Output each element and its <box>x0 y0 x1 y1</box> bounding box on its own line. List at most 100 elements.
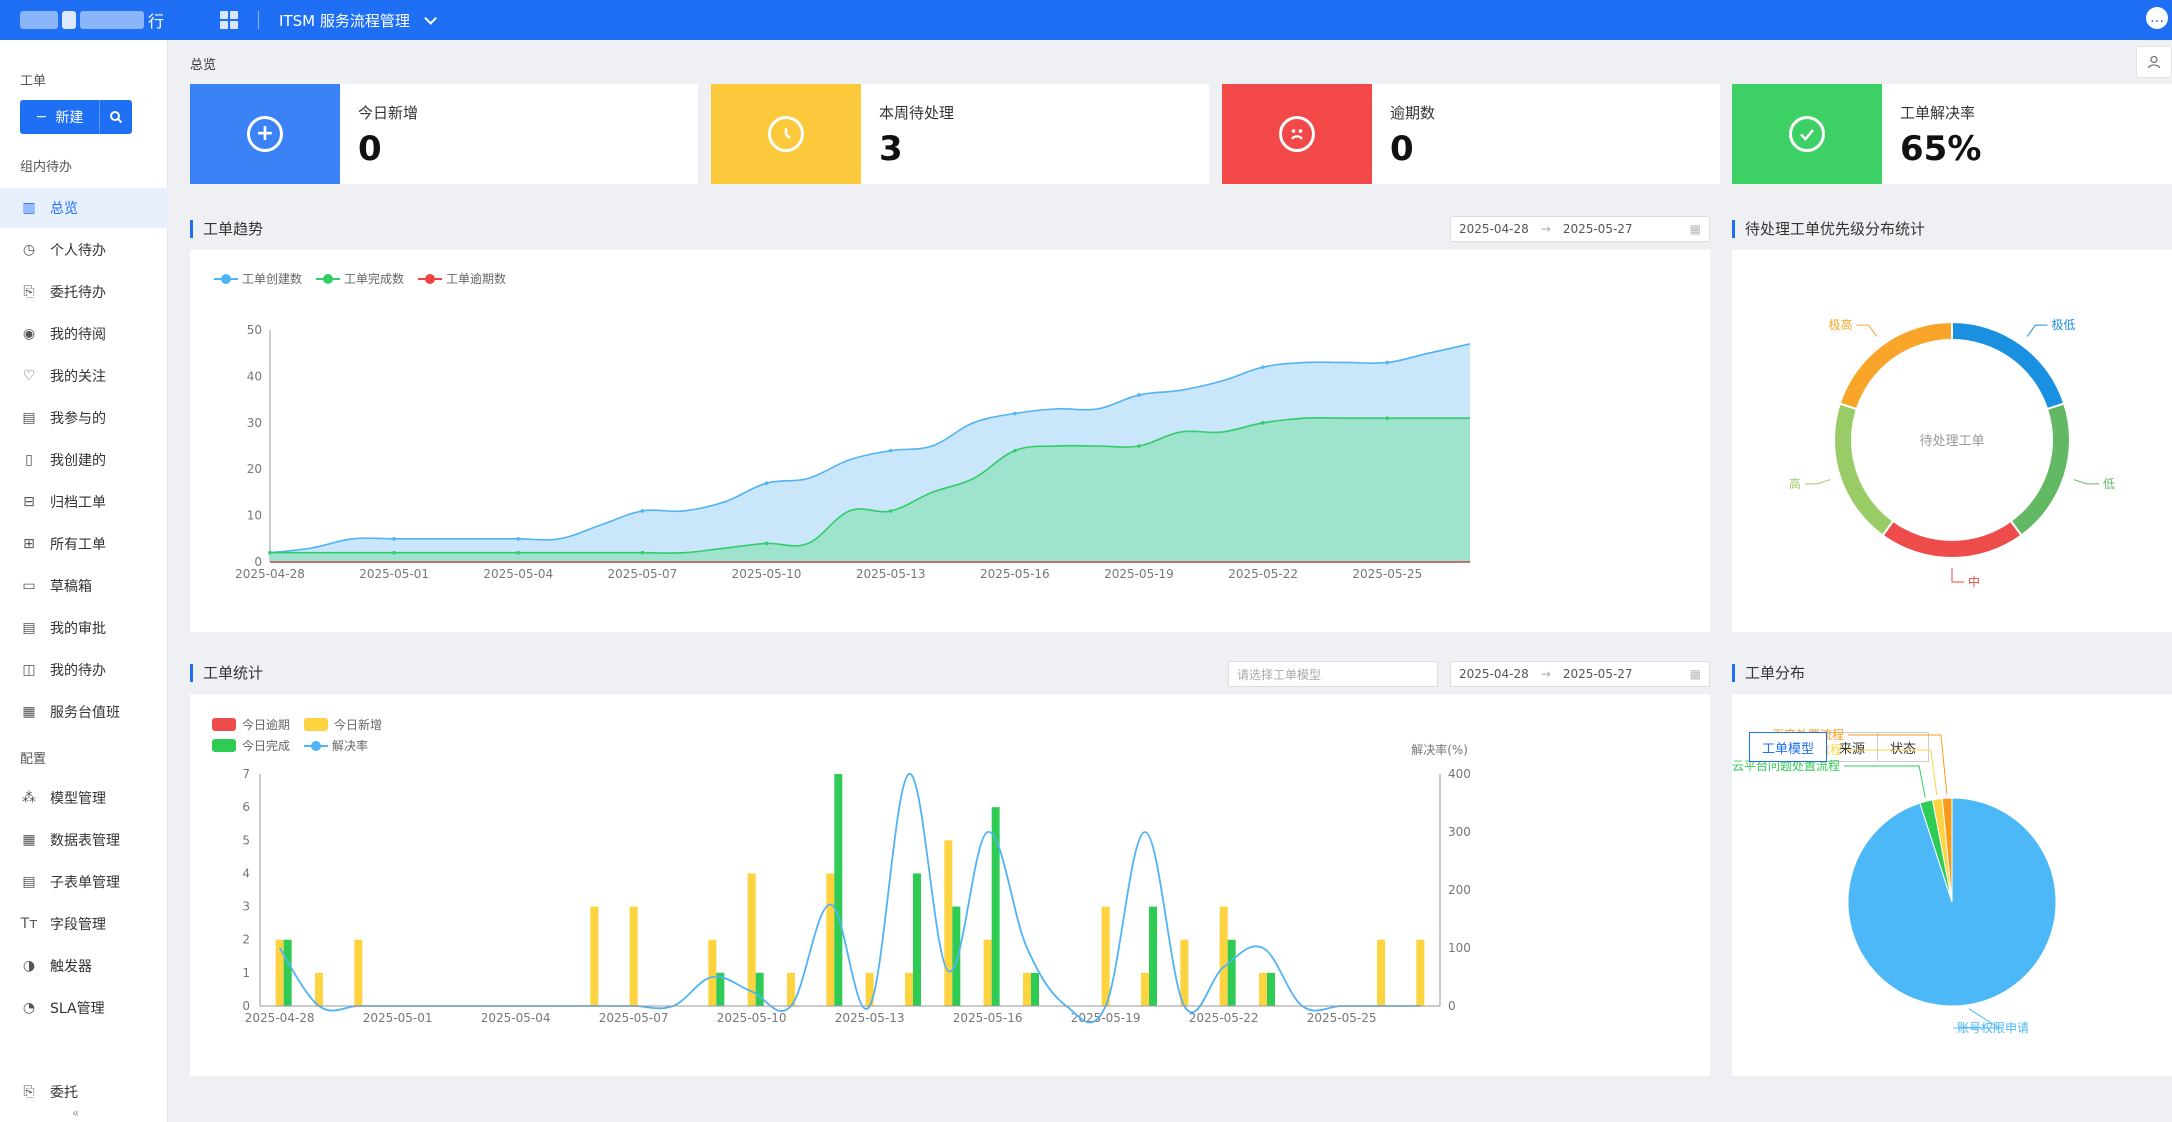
sidebar-item-approvals[interactable]: ▤ 我的审批 <box>0 608 168 648</box>
sidebar-item-personal-todo[interactable]: ◷ 个人待办 <box>0 230 168 270</box>
logo-text: 行 <box>148 12 165 31</box>
sidebar-item-model-management[interactable]: ⁂ 模型管理 <box>0 778 168 818</box>
y-tick-label: 20 <box>247 462 262 476</box>
tab-status[interactable]: 状态 <box>1877 732 1930 762</box>
legend-item[interactable]: 今日完成 <box>212 737 290 754</box>
sidebar-item-my-todo[interactable]: ◫ 我的待办 <box>0 650 168 690</box>
chevron-down-icon[interactable] <box>424 11 437 25</box>
y-tick-label: 2 <box>242 933 250 947</box>
trend-date-range[interactable]: 2025-04-28 → 2025-05-27 ▦ <box>1450 216 1710 242</box>
trend-legend: 工单创建数 工单完成数 工单逾期数 <box>214 270 520 287</box>
stat-tile <box>1222 84 1372 184</box>
slice-label: 低 <box>2103 477 2115 491</box>
slice-label: 极低 <box>2051 318 2075 332</box>
stats-date-range[interactable]: 2025-04-28 → 2025-05-27 ▦ <box>1450 661 1710 687</box>
legend-label: 今日新增 <box>334 718 383 732</box>
sidebar-item-delegated-todo[interactable]: ⎘ 委托待办 <box>0 272 168 312</box>
bar-completed <box>1031 972 1039 1006</box>
resolution-rate-line <box>278 773 1421 1024</box>
search-icon[interactable] <box>100 100 132 134</box>
legend-item[interactable]: 解决率 <box>304 737 368 754</box>
divider <box>258 11 259 29</box>
bar-new <box>983 939 992 1006</box>
doc-bookmark-icon: ▯ <box>25 452 33 468</box>
sidebar-item-overview[interactable]: ▥ 总览 <box>0 188 168 228</box>
gauge-icon: ◔ <box>22 1000 36 1016</box>
org-logo[interactable]: 行 <box>20 8 178 32</box>
bar-completed <box>913 873 921 1006</box>
legend-item[interactable]: 今日逾期 <box>212 716 290 733</box>
sidebar-item-participated[interactable]: ▤ 我参与的 <box>0 398 168 438</box>
data-point <box>1261 421 1265 425</box>
stat-card-today-new[interactable]: + 今日新增 0 <box>190 84 698 184</box>
sidebar-item-datatable-management[interactable]: ▦ 数据表管理 <box>0 820 168 860</box>
bar-new <box>1219 906 1228 1006</box>
sidebar-item-label: 我的待阅 <box>50 327 106 343</box>
y2-tick-label: 200 <box>1448 883 1471 897</box>
sidebar-item-drafts[interactable]: ▭ 草稿箱 <box>0 566 168 606</box>
x-tick-label: 2025-05-01 <box>363 1011 433 1025</box>
sidebar-item-all-tickets[interactable]: ⊞ 所有工单 <box>0 524 168 564</box>
ticket-model-select[interactable]: 请选择工单模型 <box>1228 661 1438 687</box>
date-end: 2025-05-27 <box>1562 222 1633 236</box>
legend-item[interactable]: 工单创建数 <box>214 270 302 287</box>
user-icon[interactable] <box>2136 46 2172 78</box>
sidebar-item-following[interactable]: ♡ 我的关注 <box>0 356 168 396</box>
sidebar-item-sla-management[interactable]: ◔ SLA管理 <box>0 988 168 1028</box>
sidebar-item-service-desk[interactable]: ▦ 服务台值班 <box>0 692 168 732</box>
stat-card-week-pending[interactable]: 本周待处理 3 <box>711 84 1209 184</box>
data-point <box>516 537 521 541</box>
sidebar-item-label: 草稿箱 <box>50 579 92 595</box>
sidebar-item-subform-management[interactable]: ▤ 子表单管理 <box>0 862 168 902</box>
date-end: 2025-05-27 <box>1562 667 1633 681</box>
collapse-sidebar-icon[interactable]: « <box>72 1106 80 1120</box>
data-point <box>268 550 272 555</box>
bar-completed <box>1267 972 1275 1006</box>
sidebar-item-archived[interactable]: ⊟ 归档工单 <box>0 482 168 522</box>
sidebar-item-label: 服务台值班 <box>50 705 120 721</box>
donut-slice <box>2009 402 2071 537</box>
area-completed <box>270 417 1470 562</box>
legend-item[interactable]: 今日新增 <box>304 716 382 733</box>
legend-swatch <box>212 718 236 731</box>
sidebar-item-field-management[interactable]: Tт 字段管理 <box>0 904 168 944</box>
x-tick-label: 2025-05-13 <box>856 567 926 581</box>
top-bar: 行 ITSM 服务流程管理 … <box>0 0 2172 40</box>
x-tick-label: 2025-04-28 <box>235 567 305 581</box>
area-created <box>270 343 1470 562</box>
legend-label: 工单完成数 <box>344 272 405 286</box>
bar-new <box>590 906 599 1006</box>
pie-slice <box>1941 797 1953 903</box>
tab-ticket-model[interactable]: 工单模型 <box>1749 732 1828 762</box>
legend-item[interactable]: 工单逾期数 <box>418 270 506 287</box>
y2-tick-label: 0 <box>1448 999 1456 1013</box>
sidebar-item-label: 所有工单 <box>50 537 106 553</box>
stat-value: 3 <box>879 129 903 169</box>
y-tick-label: 40 <box>247 369 262 383</box>
stat-card-resolution-rate[interactable]: 工单解决率 65% <box>1732 84 2172 184</box>
sidebar-item-created[interactable]: ▯ 我创建的 <box>0 440 168 480</box>
bar-new <box>1180 939 1189 1006</box>
stat-label: 逾期数 <box>1390 104 1436 122</box>
system-title[interactable]: ITSM 服务流程管理 <box>279 11 410 30</box>
stat-label: 工单解决率 <box>1900 104 1976 122</box>
sidebar-item-label: SLA管理 <box>50 1001 105 1017</box>
tab-source[interactable]: 来源 <box>1826 732 1879 762</box>
x-tick-label: 2025-05-19 <box>1104 567 1174 581</box>
sidebar-item-trigger[interactable]: ◑ 触发器 <box>0 946 168 986</box>
sidebar-group-ticket: 工单 <box>20 74 47 89</box>
legend-item[interactable]: 工单完成数 <box>316 270 404 287</box>
data-point <box>1137 444 1141 448</box>
app-switcher-icon[interactable] <box>220 11 238 29</box>
x-tick-label: 2025-05-22 <box>1189 1011 1259 1025</box>
x-tick-label: 2025-05-10 <box>717 1011 787 1025</box>
sidebar-item-label: 我参与的 <box>50 411 106 427</box>
chat-icon[interactable]: … <box>2146 7 2168 29</box>
sidebar-item-delegate[interactable]: ⎘ 委托 <box>0 1072 168 1112</box>
stat-card-overdue[interactable]: 逾期数 0 <box>1222 84 1720 184</box>
new-ticket-button[interactable]: − 新建 <box>20 100 132 134</box>
sidebar-item-to-read[interactable]: ◉ 我的待阅 <box>0 314 168 354</box>
sidebar-item-label: 子表单管理 <box>50 875 120 891</box>
stat-value: 0 <box>358 129 382 169</box>
data-point <box>1137 393 1141 397</box>
